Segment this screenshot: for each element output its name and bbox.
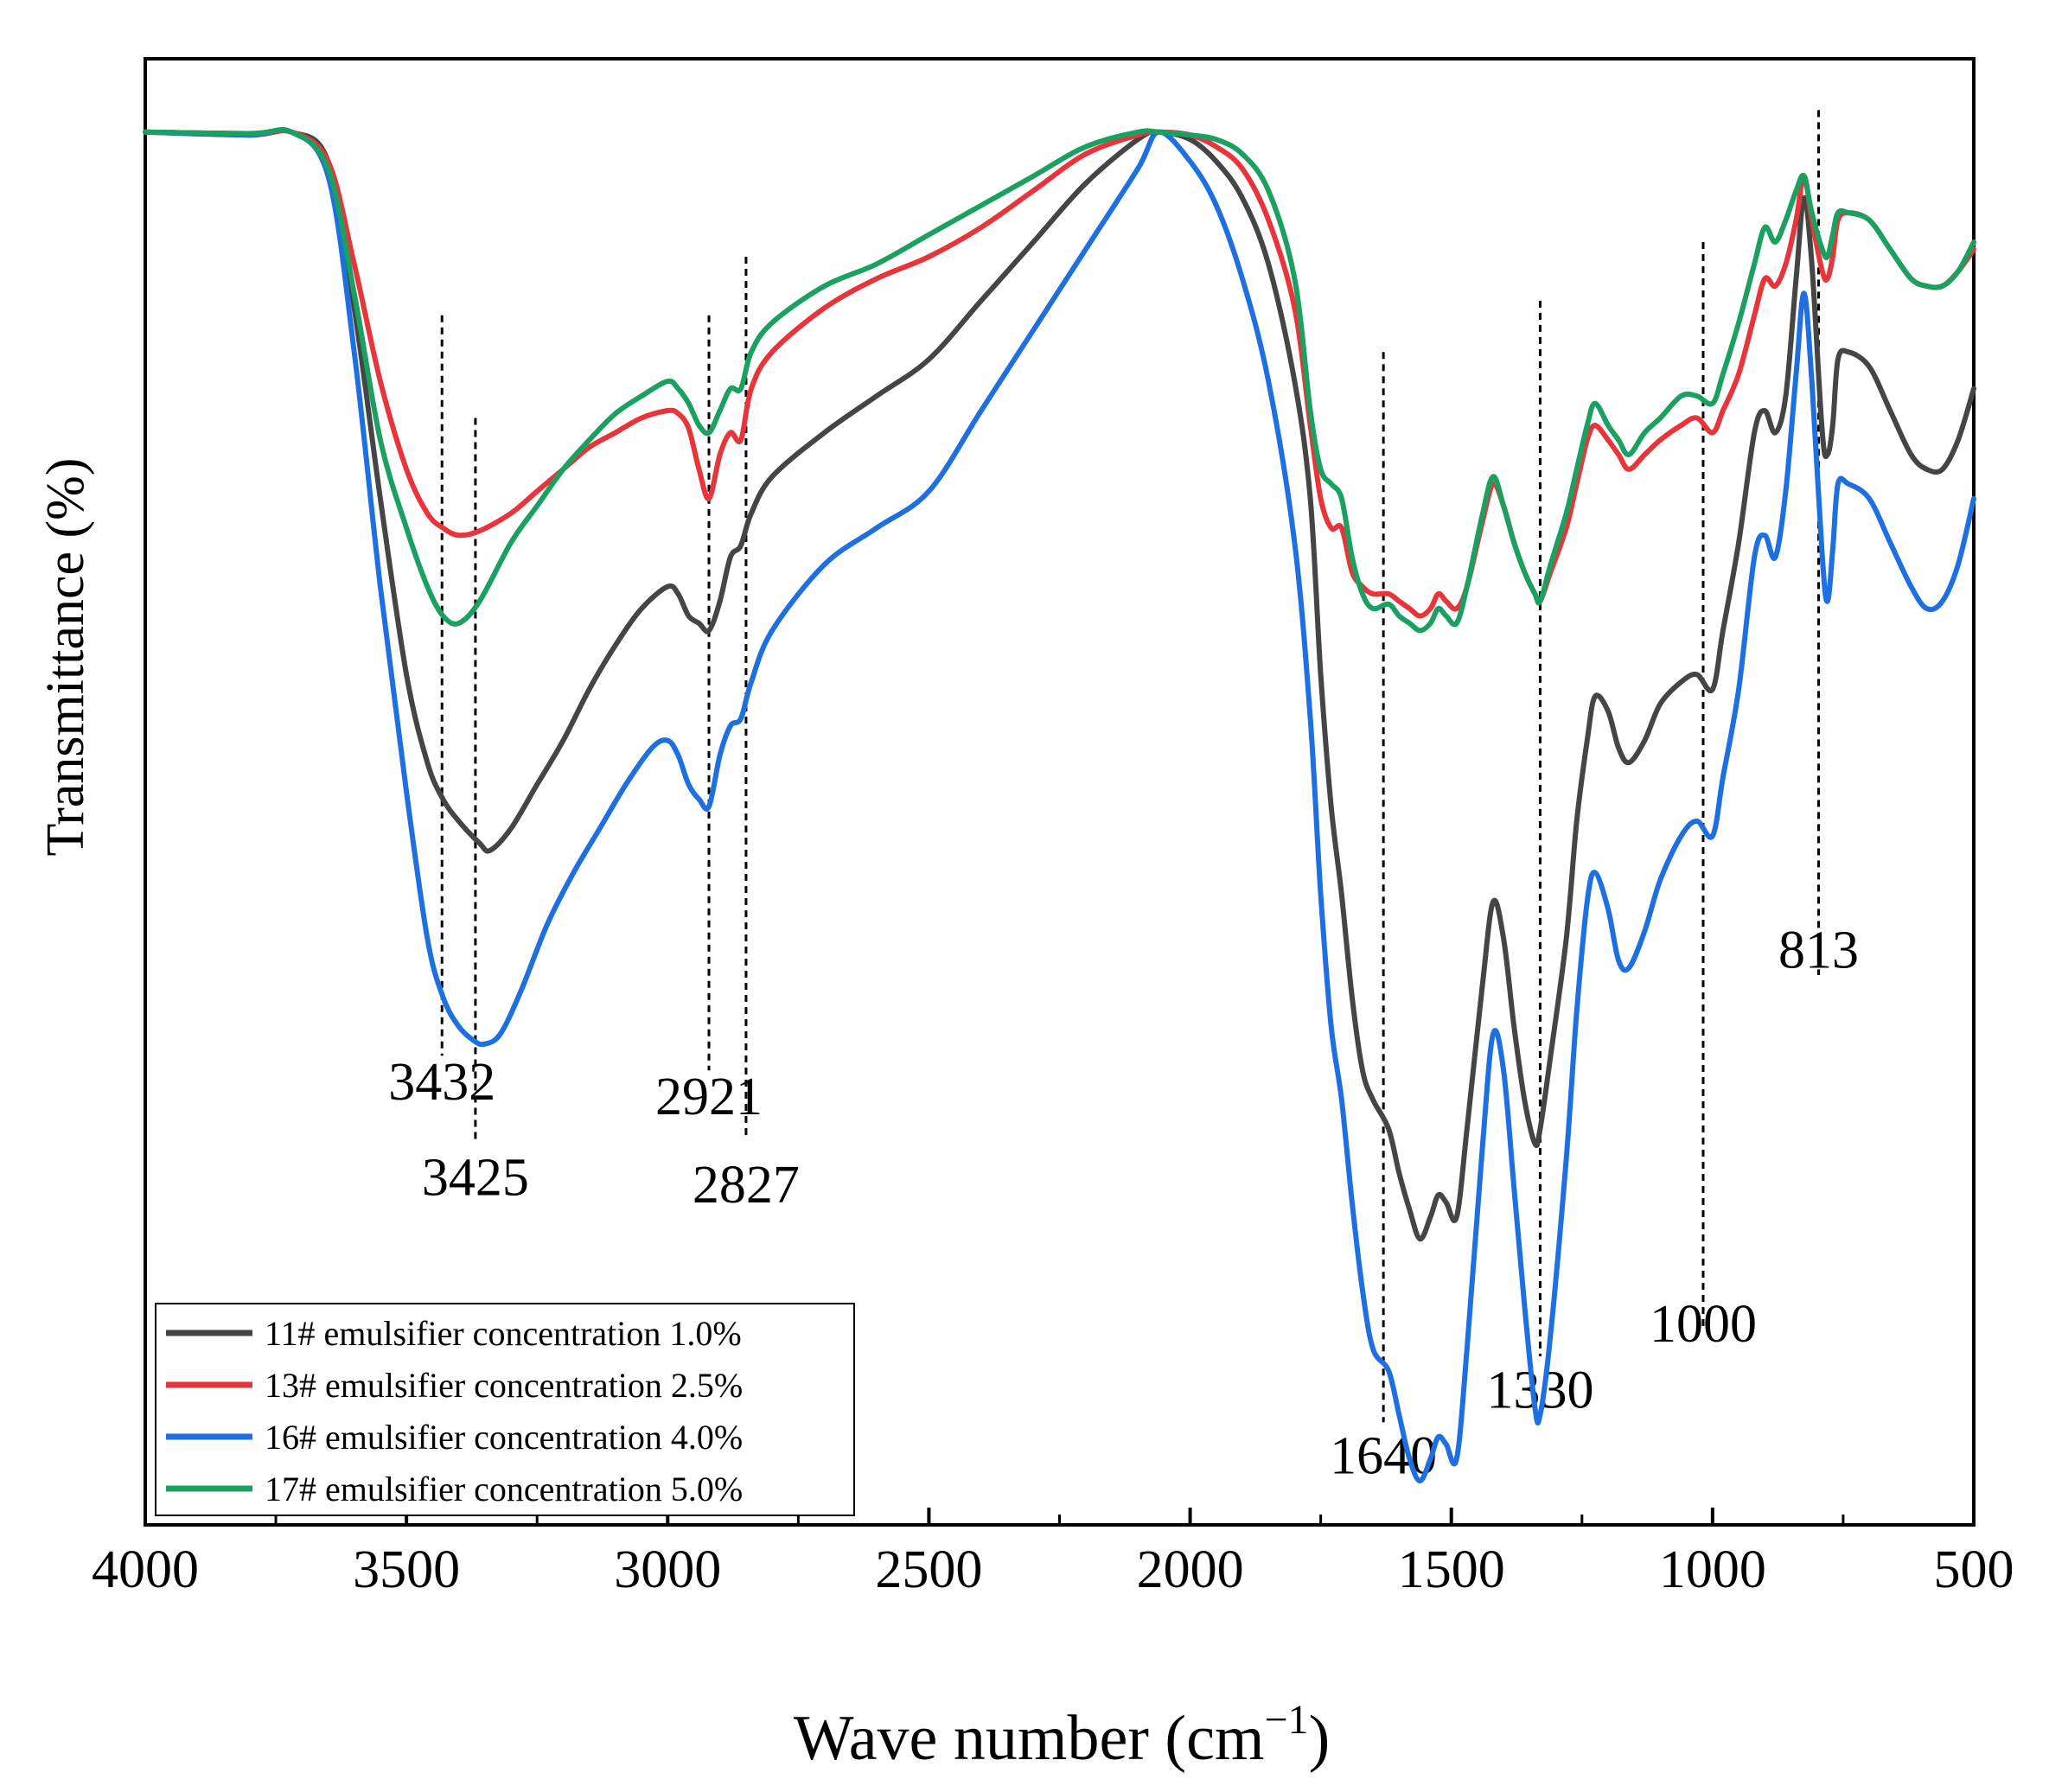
- legend-label-2: 13# emulsifier concentration 2.5%: [265, 1366, 743, 1405]
- y-axis-label: Transmittance (%): [36, 458, 95, 857]
- peak-label-1640: 1640: [1330, 1427, 1437, 1486]
- legend-label-4: 17# emulsifier concentration 5.0%: [265, 1470, 743, 1508]
- x-tick-label: 2500: [875, 1540, 982, 1599]
- x-tick-label: 3500: [353, 1540, 460, 1599]
- peak-label-3425: 3425: [422, 1148, 529, 1207]
- peak-label-1000: 1000: [1650, 1295, 1757, 1354]
- x-tick-label: 4000: [92, 1540, 199, 1599]
- peak-label-813: 813: [1778, 922, 1859, 980]
- peak-label-3432: 3432: [388, 1053, 495, 1112]
- series-line-2: [143, 128, 1976, 619]
- x-tick-label: 3000: [614, 1540, 721, 1599]
- x-tick-label: 500: [1934, 1540, 2014, 1599]
- x-tick-label: 1000: [1659, 1540, 1766, 1599]
- series-line-1: [143, 127, 1976, 1242]
- legend-box: [155, 1303, 855, 1516]
- x-tick-label: 1500: [1398, 1540, 1505, 1599]
- spectra-series: [143, 127, 1976, 1484]
- x-axis-ticks: 4000 3500 3000 2500 2000 1500 1000 500: [92, 1508, 2014, 1599]
- series-line-4: [143, 127, 1976, 634]
- peak-label-2827: 2827: [693, 1156, 800, 1215]
- peak-label-2921: 2921: [655, 1068, 763, 1126]
- legend: 11# emulsifier concentration 1.0% 13# emu…: [155, 1303, 855, 1516]
- legend-label-3: 16# emulsifier concentration 4.0%: [265, 1418, 743, 1457]
- series-line-3: [143, 127, 1976, 1484]
- x-axis-label: Wave number (cm−1): [794, 1697, 1330, 1774]
- legend-items: 11# emulsifier concentration 1.0% 13# emu…: [166, 1314, 743, 1508]
- plot-frame: [144, 57, 1976, 1527]
- legend-label-1: 11# emulsifier concentration 1.0%: [265, 1314, 742, 1353]
- x-tick-label: 2000: [1137, 1540, 1244, 1599]
